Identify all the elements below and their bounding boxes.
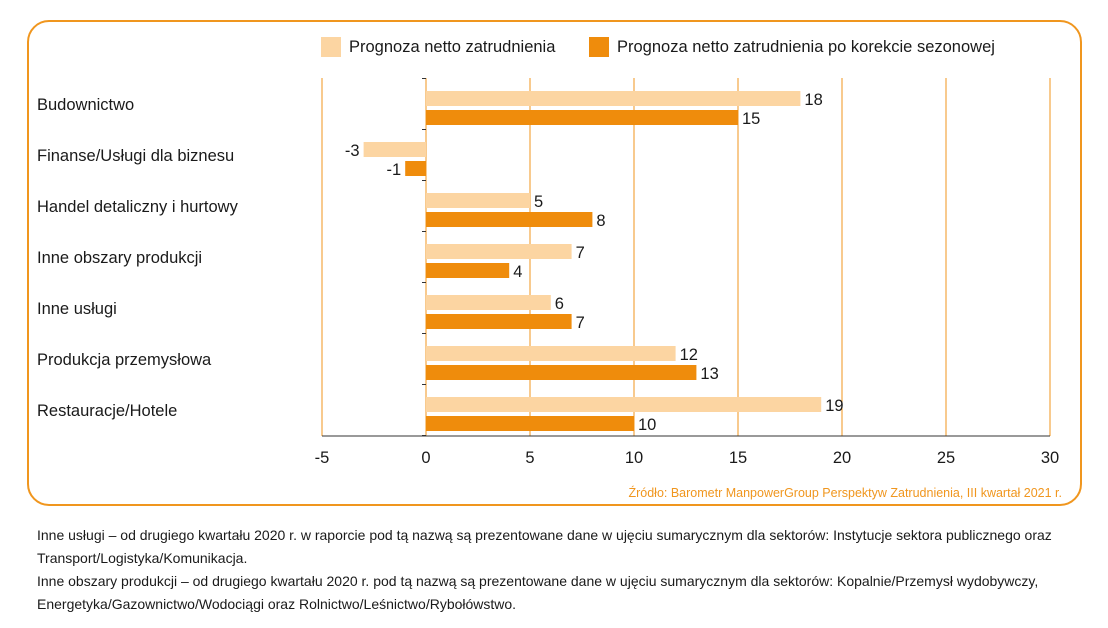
data-label-series-1-5: 12	[680, 346, 698, 364]
data-label-series-1-0: 18	[804, 91, 822, 109]
bar-series-2-4	[426, 314, 572, 329]
data-label-series-1-1: -3	[345, 142, 360, 160]
bar-series-1-4	[426, 295, 551, 310]
bar-series-2-6	[426, 416, 634, 431]
x-tick-label-3: 10	[625, 449, 643, 467]
bar-series-1-1	[363, 142, 426, 157]
x-tick-label-1: 0	[421, 449, 430, 467]
bar-series-1-2	[426, 193, 530, 208]
footnote-inne-uslugi: Inne usługi – od drugiego kwartału 2020 …	[37, 527, 1052, 566]
bar-series-1-0	[426, 91, 801, 106]
category-label-3: Inne obszary produkcji	[37, 249, 202, 267]
data-label-series-2-3: 4	[513, 263, 522, 281]
data-label-series-2-0: 15	[742, 110, 760, 128]
x-tick-label-5: 20	[833, 449, 851, 467]
category-label-6: Restauracje/Hotele	[37, 402, 177, 420]
data-label-series-1-3: 7	[576, 244, 585, 262]
bar-series-2-2	[426, 212, 593, 227]
bar-series-1-3	[426, 244, 572, 259]
x-tick-label-4: 15	[729, 449, 747, 467]
data-label-series-2-5: 13	[700, 365, 718, 383]
x-tick-label-2: 5	[525, 449, 534, 467]
data-label-series-1-6: 19	[825, 397, 843, 415]
bar-series-1-6	[426, 397, 822, 412]
legend-item-series-2: Prognoza netto zatrudnienia po korekcie …	[589, 37, 995, 57]
bar-chart: -5 0 5 10 15 20 25 30 Budownictwo 18 15 Finanse/Usł…	[37, 78, 1059, 467]
category-label-2: Handel detaliczny i hurtowy	[37, 198, 239, 216]
data-label-series-2-4: 7	[576, 314, 585, 332]
bar-series-2-0	[426, 110, 738, 125]
category-label-0: Budownictwo	[37, 96, 134, 114]
data-label-series-2-1: -1	[387, 161, 402, 179]
data-label-series-1-4: 6	[555, 295, 564, 313]
bar-series-1-5	[426, 346, 676, 361]
x-tick-label-6: 25	[937, 449, 955, 467]
source-note: Źródło: Barometr ManpowerGroup Perspekty…	[628, 486, 1062, 500]
data-label-series-2-6: 10	[638, 416, 656, 434]
chart-frame	[27, 20, 1082, 506]
legend-swatch-series-2	[589, 37, 609, 57]
bar-series-2-5	[426, 365, 697, 380]
x-tick-label-0: -5	[315, 449, 330, 467]
bar-series-2-1	[405, 161, 426, 176]
legend-label-series-2: Prognoza netto zatrudnienia po korekcie …	[617, 37, 995, 56]
bar-series-2-3	[426, 263, 510, 278]
data-label-series-2-2: 8	[596, 212, 605, 230]
legend-label-series-1: Prognoza netto zatrudnienia	[349, 37, 556, 56]
footnotes: Inne usługi – od drugiego kwartału 2020 …	[37, 524, 1097, 616]
x-tick-label-7: 30	[1041, 449, 1059, 467]
category-label-1: Finanse/Usługi dla biznesu	[37, 147, 234, 165]
category-label-4: Inne usługi	[37, 300, 117, 318]
footnote-inne-obszary-produkcji: Inne obszary produkcji – od drugiego kwa…	[37, 573, 1039, 612]
category-label-5: Produkcja przemysłowa	[37, 351, 212, 369]
data-label-series-1-2: 5	[534, 193, 543, 211]
legend-item-series-1: Prognoza netto zatrudnienia	[321, 37, 555, 57]
legend-swatch-series-1	[321, 37, 341, 57]
